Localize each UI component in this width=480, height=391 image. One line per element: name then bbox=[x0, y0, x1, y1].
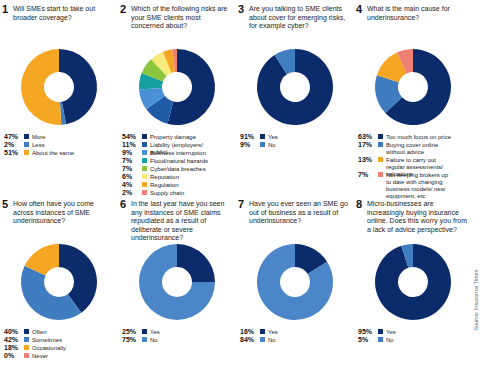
svg-text:4%: 4% bbox=[122, 181, 133, 188]
svg-text:No: No bbox=[150, 337, 158, 343]
svg-text:6%: 6% bbox=[122, 173, 133, 180]
svg-text:13%: 13% bbox=[358, 156, 373, 163]
svg-text:online. Does this worry you fr: online. Does this worry you from bbox=[367, 217, 469, 225]
svg-text:any instances of SME claims: any instances of SME claims bbox=[131, 209, 222, 217]
svg-text:your SME clients most: your SME clients most bbox=[131, 14, 203, 22]
svg-text:54%: 54% bbox=[122, 133, 137, 140]
svg-text:underinsurance?: underinsurance? bbox=[249, 217, 301, 224]
svg-text:Too much focus on price: Too much focus on price bbox=[386, 134, 452, 140]
svg-text:More: More bbox=[32, 134, 46, 140]
svg-text:42%: 42% bbox=[4, 336, 19, 343]
svg-text:Reputation: Reputation bbox=[150, 174, 179, 180]
svg-text:out of business as a result of: out of business as a result of bbox=[249, 209, 340, 216]
svg-text:Have you ever seen an SME go: Have you ever seen an SME go bbox=[249, 200, 350, 208]
svg-text:across instances of SME: across instances of SME bbox=[13, 209, 92, 216]
svg-text:for example cyber?: for example cyber? bbox=[249, 22, 309, 30]
svg-text:Flood/natural hazards: Flood/natural hazards bbox=[150, 158, 208, 164]
svg-text:7%: 7% bbox=[122, 157, 133, 164]
svg-text:1: 1 bbox=[2, 3, 8, 15]
svg-text:7%: 7% bbox=[122, 165, 133, 172]
svg-text:7: 7 bbox=[238, 198, 244, 210]
svg-text:2%: 2% bbox=[4, 141, 15, 148]
svg-text:Often: Often bbox=[32, 329, 47, 335]
svg-text:95%: 95% bbox=[358, 328, 373, 335]
svg-text:underinsurance?: underinsurance? bbox=[367, 14, 419, 21]
svg-text:a lack of advice perspective?: a lack of advice perspective? bbox=[367, 226, 457, 234]
svg-text:underinsurance?: underinsurance? bbox=[13, 217, 65, 224]
svg-text:25%: 25% bbox=[122, 328, 137, 335]
svg-text:concerned about?: concerned about? bbox=[131, 22, 187, 29]
svg-text:No: No bbox=[386, 337, 394, 343]
svg-text:Yes: Yes bbox=[150, 329, 160, 335]
svg-text:16%: 16% bbox=[240, 328, 255, 335]
svg-text:equipment, etc: equipment, etc bbox=[386, 193, 425, 199]
svg-text:Are you talking to SME clients: Are you talking to SME clients bbox=[249, 5, 344, 13]
svg-text:7%: 7% bbox=[358, 171, 369, 178]
svg-text:No: No bbox=[268, 142, 276, 148]
svg-text:51%: 51% bbox=[4, 149, 19, 156]
svg-text:4: 4 bbox=[356, 3, 363, 15]
svg-text:18%: 18% bbox=[4, 344, 19, 351]
svg-text:47%: 47% bbox=[4, 133, 19, 140]
svg-text:Yes: Yes bbox=[386, 329, 396, 335]
svg-text:No: No bbox=[268, 337, 276, 343]
svg-text:Property damage: Property damage bbox=[150, 134, 197, 140]
svg-text:Less: Less bbox=[32, 142, 45, 148]
svg-text:without advice: without advice bbox=[385, 149, 425, 155]
svg-text:6: 6 bbox=[120, 198, 126, 210]
svg-text:What is the main cause for: What is the main cause for bbox=[367, 5, 452, 12]
svg-text:Will SMEs start to take out: Will SMEs start to take out bbox=[13, 5, 97, 12]
svg-text:Cyber/data breaches: Cyber/data breaches bbox=[150, 166, 206, 172]
svg-text:In the last year have you seen: In the last year have you seen bbox=[131, 200, 226, 208]
svg-text:40%: 40% bbox=[4, 328, 19, 335]
svg-text:8: 8 bbox=[356, 198, 362, 210]
svg-text:Which of the following risks a: Which of the following risks are bbox=[131, 5, 229, 13]
svg-text:deliberate or severe: deliberate or severe bbox=[131, 226, 195, 233]
svg-text:9%: 9% bbox=[240, 141, 251, 148]
svg-text:Supply chain: Supply chain bbox=[150, 190, 184, 196]
svg-text:75%: 75% bbox=[122, 336, 137, 343]
svg-text:2: 2 bbox=[120, 3, 126, 15]
svg-text:Buying cover online: Buying cover online bbox=[386, 142, 440, 148]
svg-text:91%: 91% bbox=[240, 133, 255, 140]
svg-text:broader coverage?: broader coverage? bbox=[13, 14, 72, 22]
svg-text:Regulation: Regulation bbox=[150, 182, 179, 188]
svg-text:to date with changing: to date with changing bbox=[386, 179, 444, 185]
svg-text:About the same: About the same bbox=[32, 150, 75, 156]
svg-text:regular assessments/: regular assessments/ bbox=[386, 164, 443, 170]
svg-text:business models/ new: business models/ new bbox=[386, 186, 447, 192]
svg-text:underinsurance?: underinsurance? bbox=[131, 234, 183, 241]
svg-text:about cover for emerging risks: about cover for emerging risks, bbox=[249, 14, 347, 22]
svg-text:increasingly buying insurance: increasingly buying insurance bbox=[367, 209, 461, 217]
svg-text:5: 5 bbox=[2, 198, 8, 210]
svg-text:Not keeping brokers up: Not keeping brokers up bbox=[386, 172, 450, 178]
svg-text:63%: 63% bbox=[358, 133, 373, 140]
svg-text:Liability (employers/: Liability (employers/ bbox=[150, 142, 203, 148]
svg-text:Source: Insurance Times: Source: Insurance Times bbox=[473, 269, 479, 330]
svg-text:Yes: Yes bbox=[268, 134, 278, 140]
svg-text:Occasionally: Occasionally bbox=[32, 345, 66, 351]
svg-text:How often have you come: How often have you come bbox=[13, 200, 96, 208]
svg-text:0%: 0% bbox=[4, 352, 15, 359]
svg-text:2%: 2% bbox=[122, 189, 133, 196]
svg-text:Yes: Yes bbox=[268, 329, 278, 335]
svg-text:repudiated as a result of: repudiated as a result of bbox=[131, 217, 208, 225]
svg-text:Never: Never bbox=[32, 353, 48, 359]
svg-text:11%: 11% bbox=[122, 141, 136, 148]
svg-text:Failure to carry out: Failure to carry out bbox=[386, 157, 438, 163]
svg-text:5%: 5% bbox=[358, 336, 369, 343]
svg-text:17%: 17% bbox=[358, 141, 373, 148]
svg-text:Micro-businesses are: Micro-businesses are bbox=[367, 200, 435, 207]
svg-text:84%: 84% bbox=[240, 336, 255, 343]
svg-text:Business interruption: Business interruption bbox=[150, 150, 206, 156]
svg-text:Sometimes: Sometimes bbox=[32, 337, 62, 343]
svg-text:9%: 9% bbox=[122, 149, 133, 156]
svg-text:3: 3 bbox=[238, 3, 244, 15]
